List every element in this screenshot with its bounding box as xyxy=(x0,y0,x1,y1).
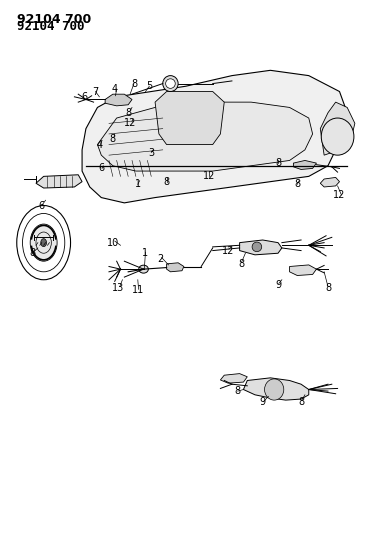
Ellipse shape xyxy=(17,206,70,280)
Text: 7: 7 xyxy=(92,86,99,96)
Text: 8: 8 xyxy=(325,282,331,293)
Text: 8: 8 xyxy=(294,179,300,189)
Text: 13: 13 xyxy=(113,282,125,293)
Text: 12: 12 xyxy=(124,118,136,128)
Polygon shape xyxy=(240,240,282,255)
Text: 1: 1 xyxy=(135,179,141,189)
Text: 92104 700: 92104 700 xyxy=(17,20,84,33)
Ellipse shape xyxy=(265,379,284,400)
Polygon shape xyxy=(320,102,355,155)
Polygon shape xyxy=(36,175,82,188)
Text: 8: 8 xyxy=(238,259,245,269)
Ellipse shape xyxy=(252,242,262,252)
Text: 10: 10 xyxy=(107,238,119,248)
Polygon shape xyxy=(167,263,184,272)
Polygon shape xyxy=(98,102,313,171)
Text: 8: 8 xyxy=(235,386,241,396)
Ellipse shape xyxy=(30,224,57,261)
Text: 8: 8 xyxy=(298,397,304,407)
Text: 8: 8 xyxy=(29,248,35,259)
Text: 11: 11 xyxy=(132,285,144,295)
Text: 6: 6 xyxy=(39,200,45,211)
Text: 5: 5 xyxy=(146,81,152,91)
Ellipse shape xyxy=(321,118,354,155)
Text: 2: 2 xyxy=(158,254,164,263)
Polygon shape xyxy=(220,374,247,383)
Polygon shape xyxy=(155,92,224,144)
Text: 8: 8 xyxy=(131,78,137,88)
Text: 12: 12 xyxy=(203,172,215,181)
Text: 9: 9 xyxy=(260,397,266,407)
Polygon shape xyxy=(293,160,317,169)
Text: 12: 12 xyxy=(222,246,234,256)
Text: 8: 8 xyxy=(125,108,131,118)
Polygon shape xyxy=(105,94,132,106)
Text: 3: 3 xyxy=(148,148,154,158)
Text: 8: 8 xyxy=(110,134,116,144)
Ellipse shape xyxy=(163,76,178,92)
Ellipse shape xyxy=(139,265,148,273)
Text: 6: 6 xyxy=(98,164,104,173)
Text: 8: 8 xyxy=(275,158,281,168)
Text: 1: 1 xyxy=(142,248,149,259)
Text: 6: 6 xyxy=(81,92,87,102)
Text: 9: 9 xyxy=(275,280,281,290)
Text: 8: 8 xyxy=(164,176,170,187)
Text: 4: 4 xyxy=(112,84,118,94)
Text: 92104 700: 92104 700 xyxy=(17,13,91,27)
Ellipse shape xyxy=(41,239,46,247)
Text: 12: 12 xyxy=(333,190,346,200)
Polygon shape xyxy=(289,265,317,276)
Ellipse shape xyxy=(166,79,175,88)
Polygon shape xyxy=(320,177,339,187)
Polygon shape xyxy=(82,70,347,203)
Text: 4: 4 xyxy=(96,140,103,150)
Polygon shape xyxy=(243,378,309,400)
